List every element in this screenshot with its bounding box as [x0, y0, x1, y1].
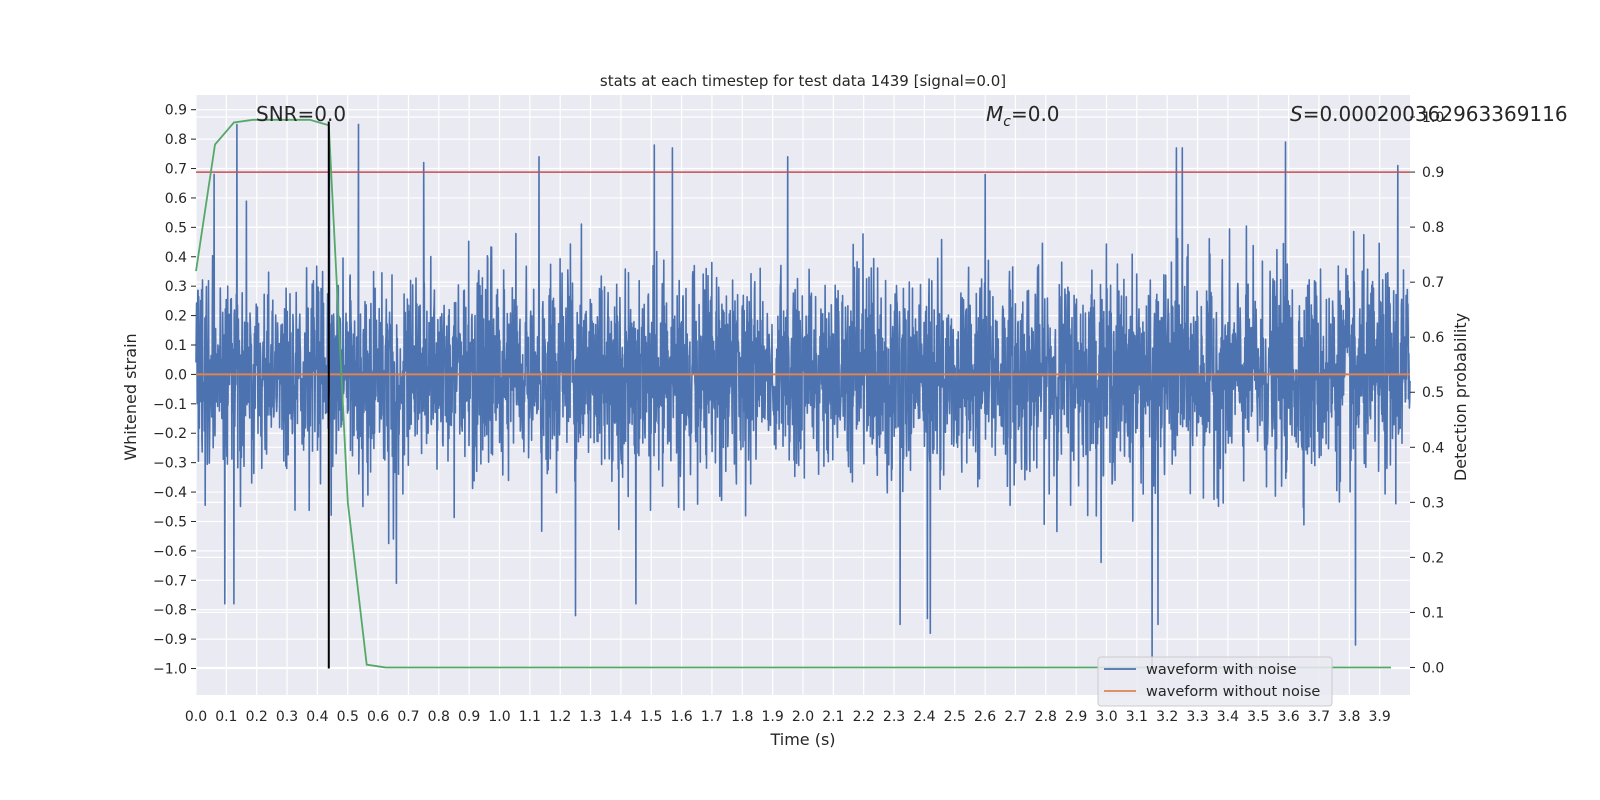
- left-y-tick-label: 0.0: [165, 367, 187, 383]
- left-y-tick-label: −0.6: [153, 544, 187, 560]
- left-y-tick-label: −1.0: [153, 662, 187, 678]
- statistic-annotation: S=0.00020036296336911​6: [1290, 102, 1568, 126]
- series-waveform-with-noise: [195, 123, 1411, 670]
- left-y-tick-label: 0.8: [165, 132, 187, 148]
- chart-title: stats at each timestep for test data 143…: [600, 72, 1006, 90]
- left-y-tick-label: 0.2: [165, 309, 187, 325]
- x-tick-label: 0.0: [185, 709, 207, 725]
- chirp-mass-subscript: c: [1003, 114, 1011, 130]
- left-y-tick-label: −0.1: [153, 397, 187, 413]
- right-y-tick-label: 1.0: [1422, 110, 1444, 126]
- x-tick-label: 1.3: [579, 709, 601, 725]
- x-tick-label: 0.7: [397, 709, 419, 725]
- x-tick-label: 0.3: [276, 709, 298, 725]
- x-tick-label: 2.3: [883, 709, 905, 725]
- x-tick-label: 1.1: [519, 709, 541, 725]
- left-y-tick-label: −0.5: [153, 514, 187, 530]
- x-tick-label: 2.9: [1065, 709, 1087, 725]
- x-tick-label: 3.7: [1308, 709, 1330, 725]
- left-y-tick-label: 0.6: [165, 191, 187, 207]
- x-axis-label: Time (s): [769, 730, 835, 749]
- x-tick-label: 0.6: [367, 709, 389, 725]
- right-y-tick-label: 0.2: [1422, 550, 1444, 566]
- x-tick-label: 1.7: [701, 709, 723, 725]
- left-y-tick-label: −0.2: [153, 426, 187, 442]
- x-tick-label: 0.1: [215, 709, 237, 725]
- x-tick-label: 3.9: [1369, 709, 1391, 725]
- legend-box: [1097, 656, 1333, 707]
- right-y-axis-ticks: 1.0 0.9 0.8 0.7 0.6 0.5 0.4 0.3 0.2 0.1 0.0: [1410, 110, 1444, 676]
- left-y-tick-label: 0.1: [165, 338, 187, 354]
- statistic-symbol: S: [1290, 102, 1303, 126]
- right-y-tick-label: 0.5: [1422, 385, 1444, 401]
- x-tick-label: 3.0: [1095, 709, 1117, 725]
- x-tick-label: 0.2: [246, 709, 268, 725]
- x-tick-label: 2.6: [974, 709, 996, 725]
- x-tick-label: 2.0: [792, 709, 814, 725]
- x-tick-label: 2.7: [1004, 709, 1026, 725]
- x-tick-label: 3.8: [1338, 709, 1360, 725]
- x-tick-label: 3.4: [1217, 709, 1239, 725]
- left-y-tick-label: −0.9: [153, 632, 187, 648]
- x-tick-label: 2.5: [944, 709, 966, 725]
- x-tick-label: 1.0: [488, 709, 510, 725]
- right-y-tick-label: 0.6: [1422, 330, 1444, 346]
- left-y-tick-label: −0.3: [153, 456, 187, 472]
- right-y-tick-label: 0.9: [1422, 165, 1444, 181]
- left-y-axis-ticks: 0.9 0.8 0.7 0.6 0.5 0.4 0.3 0.2 0.1 0.0 −0.1 −0.2 −0…: [153, 103, 196, 678]
- x-tick-label: 1.2: [549, 709, 571, 725]
- chirp-mass-symbol: M: [986, 102, 1003, 126]
- right-y-tick-label: 0.1: [1422, 605, 1444, 621]
- x-tick-label: 3.5: [1247, 709, 1269, 725]
- right-y-axis-label: Detection probability: [1451, 313, 1470, 481]
- x-tick-label: 2.8: [1035, 709, 1057, 725]
- x-tick-label: 2.1: [822, 709, 844, 725]
- left-y-tick-label: −0.8: [153, 603, 187, 619]
- statistic-value: =0.00020036296336911​6: [1303, 102, 1568, 126]
- legend-label-waveform-without-noise: waveform without noise: [1146, 684, 1320, 700]
- x-tick-label: 1.5: [640, 709, 662, 725]
- x-tick-label: 3.1: [1126, 709, 1148, 725]
- right-y-tick-label: 0.4: [1422, 440, 1444, 456]
- right-y-tick-label: 0.0: [1422, 660, 1444, 676]
- left-y-tick-label: 0.9: [165, 103, 187, 119]
- left-y-tick-label: −0.7: [153, 573, 187, 589]
- left-y-axis-label: Whitened strain: [121, 333, 140, 460]
- x-tick-label: 1.8: [731, 709, 753, 725]
- legend-label-waveform-with-noise: waveform with noise: [1146, 662, 1297, 678]
- right-y-tick-label: 0.8: [1422, 220, 1444, 236]
- x-tick-label: 1.4: [610, 709, 632, 725]
- chirp-mass-annotation: Mc=0.0: [986, 102, 1060, 130]
- chirp-mass-value: =0.0: [1011, 102, 1060, 126]
- left-y-tick-label: 0.3: [165, 279, 187, 295]
- x-tick-label: 2.4: [913, 709, 935, 725]
- x-tick-label: 3.6: [1277, 709, 1299, 725]
- left-y-tick-label: 0.4: [165, 250, 187, 266]
- right-y-tick-label: 0.3: [1422, 495, 1444, 511]
- x-axis-ticks: 0.0 0.1 0.2 0.3 0.4 0.5 0.6 0.7 0.8 0.9 1.0 1.1 1.2 1…: [185, 709, 1391, 725]
- left-y-tick-label: −0.4: [153, 485, 187, 501]
- left-y-tick-label: 0.7: [165, 162, 187, 178]
- x-tick-label: 3.2: [1156, 709, 1178, 725]
- snr-annotation: SNR=0.0: [256, 102, 346, 126]
- x-tick-label: 0.5: [337, 709, 359, 725]
- left-y-tick-label: 0.5: [165, 220, 187, 236]
- series-detection-probability: [195, 118, 1391, 669]
- x-tick-label: 0.8: [428, 709, 450, 725]
- x-tick-label: 0.4: [306, 709, 328, 725]
- right-y-tick-label: 0.7: [1422, 275, 1444, 291]
- x-tick-label: 2.2: [853, 709, 875, 725]
- x-tick-label: 3.3: [1186, 709, 1208, 725]
- x-tick-label: 1.6: [670, 709, 692, 725]
- x-tick-label: 0.9: [458, 709, 480, 725]
- x-tick-label: 1.9: [762, 709, 784, 725]
- legend: waveform with noise waveform without noi…: [1097, 656, 1333, 707]
